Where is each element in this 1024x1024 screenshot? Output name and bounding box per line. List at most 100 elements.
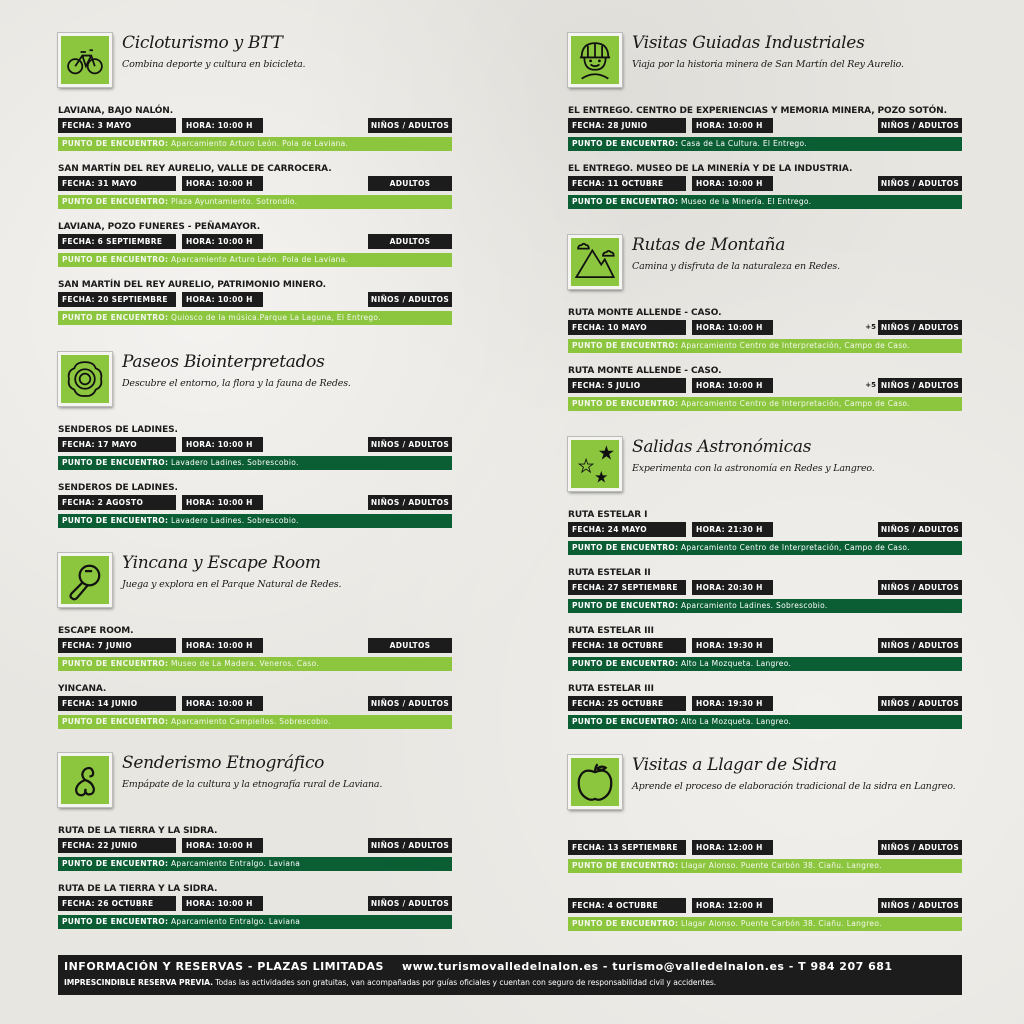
- meeting-place: Lavadero Ladines. Sobrescobio.: [170, 516, 299, 525]
- meeting-place: Casa de La Cultura. El Entrego.: [680, 139, 807, 148]
- meeting-place: Aparcamiento Entralgo. Laviana: [170, 917, 301, 926]
- activity-section: Visitas a Llagar de Sidra Aprende el proc…: [567, 754, 962, 944]
- event-date: FECHA: 6 SEPTIEMBRE: [58, 234, 176, 249]
- section-header: Senderismo Etnográfico Empápate de la cul…: [57, 752, 452, 826]
- event-time: HORA: 20:30 H: [692, 580, 773, 595]
- audience-badge: NIÑOS / ADULTOS: [878, 696, 962, 711]
- section-title: Visitas Guiadas Industriales: [632, 33, 865, 53]
- event-title: RUTA DE LA TIERRA Y LA SIDRA.: [58, 826, 218, 836]
- event-item: SENDEROS DE LADINES. FECHA: 2 AGOSTO HORA:…: [58, 483, 452, 541]
- section-title: Senderismo Etnográfico: [122, 753, 325, 773]
- event-title: EL ENTREGO. MUSEO DE LA MINERÍA Y DE LA …: [568, 164, 853, 174]
- meeting-point: PUNTO DE ENCUENTRO: Casa de La Cultura. …: [568, 137, 962, 151]
- event-item: RUTA ESTELAR III FECHA: 25 OCTUBRE HORA: 1…: [568, 684, 962, 742]
- event-item: RUTA DE LA TIERRA Y LA SIDRA. FECHA: 26 O…: [58, 884, 452, 942]
- audience-badge: ADULTOS: [368, 638, 452, 653]
- section-header: Visitas a Llagar de Sidra Aprende el proc…: [567, 754, 962, 828]
- event-item: RUTA MONTE ALLENDE - CASO. FECHA: 5 JULIO…: [568, 366, 962, 424]
- meeting-point: PUNTO DE ENCUENTRO: Plaza Ayuntamiento. …: [58, 195, 452, 209]
- audience-badge: NIÑOS / ADULTOS: [878, 898, 962, 913]
- meeting-point: PUNTO DE ENCUENTRO: Llagar Alonso. Puent…: [568, 917, 962, 931]
- meeting-place: Museo de La Madera. Veneros. Caso.: [170, 659, 320, 668]
- event-date: FECHA: 17 MAYO: [58, 437, 176, 452]
- event-time: HORA: 12:00 H: [692, 898, 773, 913]
- meeting-point: PUNTO DE ENCUENTRO: Museo de La Madera. …: [58, 657, 452, 671]
- meeting-label: PUNTO DE ENCUENTRO:: [62, 139, 169, 148]
- section-subtitle: Descubre el entorno, la flora y la fauna…: [122, 378, 351, 389]
- svg-text:★: ★: [578, 457, 594, 477]
- meeting-point: PUNTO DE ENCUENTRO: Aparcamiento Entralg…: [58, 915, 452, 929]
- event-title: RUTA MONTE ALLENDE - CASO.: [568, 308, 722, 318]
- meeting-point: PUNTO DE ENCUENTRO: Lavadero Ladines. So…: [58, 456, 452, 470]
- event-date: FECHA: 20 SEPTIEMBRE: [58, 292, 176, 307]
- event-title: ESCAPE ROOM.: [58, 626, 134, 636]
- event-title: YINCANA.: [58, 684, 107, 694]
- audience-badge: NIÑOS / ADULTOS: [878, 118, 962, 133]
- section-subtitle: Aprende el proceso de elaboración tradic…: [632, 781, 956, 792]
- activity-section: Senderismo Etnográfico Empápate de la cul…: [57, 752, 452, 942]
- activity-section: Rutas de Montaña Camina y disfruta de la …: [567, 234, 962, 424]
- meeting-point: PUNTO DE ENCUENTRO: Llagar Alonso. Puent…: [568, 859, 962, 873]
- audience-badge: NIÑOS / ADULTOS: [368, 292, 452, 307]
- event-item: EL ENTREGO. CENTRO DE EXPERIENCIAS Y MEM…: [568, 106, 962, 164]
- event-time: HORA: 10:00 H: [692, 320, 773, 335]
- meeting-place: Aparcamiento Campiellos. Sobrescobio.: [170, 717, 331, 726]
- event-title: SAN MARTÍN DEL REY AURELIO, PATRIMONIO M…: [58, 280, 327, 290]
- meeting-point: PUNTO DE ENCUENTRO: Aparcamiento Arturo …: [58, 137, 452, 151]
- event-date: FECHA: 4 OCTUBRE: [568, 898, 686, 913]
- event-date: FECHA: 26 OCTUBRE: [58, 896, 176, 911]
- section-subtitle: Juega y explora en el Parque Natural de …: [122, 579, 342, 590]
- event-date: FECHA: 18 OCTUBRE: [568, 638, 686, 653]
- audience-badge: ADULTOS: [368, 176, 452, 191]
- event-date: FECHA: 31 MAYO: [58, 176, 176, 191]
- meeting-point: PUNTO DE ENCUENTRO: Quiosco de la música…: [58, 311, 452, 325]
- triskelion-icon: [57, 752, 113, 808]
- event-date: FECHA: 25 OCTUBRE: [568, 696, 686, 711]
- meeting-label: PUNTO DE ENCUENTRO:: [62, 516, 169, 525]
- meeting-label: PUNTO DE ENCUENTRO:: [572, 399, 679, 408]
- meeting-label: PUNTO DE ENCUENTRO:: [572, 717, 679, 726]
- meeting-label: PUNTO DE ENCUENTRO:: [62, 717, 169, 726]
- meeting-point: PUNTO DE ENCUENTRO: Aparcamiento Centro …: [568, 339, 962, 353]
- section-header: Paseos Biointerpretados Descubre el entor…: [57, 351, 452, 425]
- meeting-place: Quiosco de la música.Parque La Laguna, E…: [170, 313, 381, 322]
- event-time: HORA: 10:00 H: [692, 176, 773, 191]
- event-date: FECHA: 5 JULIO: [568, 378, 686, 393]
- section-title: Yincana y Escape Room: [122, 553, 321, 573]
- event-time: HORA: 12:00 H: [692, 840, 773, 855]
- meeting-place: Plaza Ayuntamiento. Sotrondio.: [170, 197, 298, 206]
- audience-badge: NIÑOS / ADULTOS: [878, 320, 962, 335]
- meeting-place: Aparcamiento Ladines. Sobrescobio.: [680, 601, 828, 610]
- audience-badge: NIÑOS / ADULTOS: [368, 118, 452, 133]
- activity-section: Yincana y Escape Room Juega y explora en …: [57, 552, 452, 742]
- meeting-place: Aparcamiento Arturo León. Pola de Lavian…: [170, 255, 349, 264]
- svg-text:★: ★: [594, 468, 608, 487]
- miner-icon: [567, 32, 623, 88]
- event-title: SAN MARTÍN DEL REY AURELIO, VALLE DE CAR…: [58, 164, 332, 174]
- flower-icon: [57, 351, 113, 407]
- event-time: HORA: 10:00 H: [182, 838, 263, 853]
- section-title: Rutas de Montaña: [632, 235, 786, 255]
- meeting-label: PUNTO DE ENCUENTRO:: [572, 861, 679, 870]
- audience-badge: NIÑOS / ADULTOS: [368, 896, 452, 911]
- section-title: Visitas a Llagar de Sidra: [632, 755, 837, 775]
- event-item: RUTA ESTELAR I FECHA: 24 MAYO HORA: 21:30 …: [568, 510, 962, 568]
- footer-contact[interactable]: www.turismovalledelnalon.es - turismo@va…: [401, 960, 893, 973]
- event-title: LAVIANA, BAJO NALÓN.: [58, 106, 174, 116]
- event-item: RUTA MONTE ALLENDE - CASO. FECHA: 10 MAYO…: [568, 308, 962, 366]
- event-title: SENDEROS DE LADINES.: [58, 425, 178, 435]
- event-item: FECHA: 4 OCTUBRE HORA: 12:00 H NIÑOS / ADU…: [568, 886, 962, 944]
- event-title: EL ENTREGO. CENTRO DE EXPERIENCIAS Y MEM…: [568, 106, 947, 116]
- event-time: HORA: 21:30 H: [692, 522, 773, 537]
- meeting-label: PUNTO DE ENCUENTRO:: [572, 139, 679, 148]
- meeting-place: Alto La Mozqueta. Langreo.: [680, 717, 792, 726]
- meeting-place: Llagar Alonso. Puente Carbón 38. Ciañu. …: [680, 861, 882, 870]
- audience-badge: NIÑOS / ADULTOS: [878, 522, 962, 537]
- audience-badge: NIÑOS / ADULTOS: [368, 495, 452, 510]
- event-time: HORA: 10:00 H: [182, 896, 263, 911]
- event-time: HORA: 10:00 H: [182, 437, 263, 452]
- event-title: RUTA ESTELAR II: [568, 568, 651, 578]
- event-item: SENDEROS DE LADINES. FECHA: 17 MAYO HORA: …: [58, 425, 452, 483]
- meeting-place: Museo de la Minería. El Entrego.: [680, 197, 812, 206]
- event-title: RUTA ESTELAR I: [568, 510, 648, 520]
